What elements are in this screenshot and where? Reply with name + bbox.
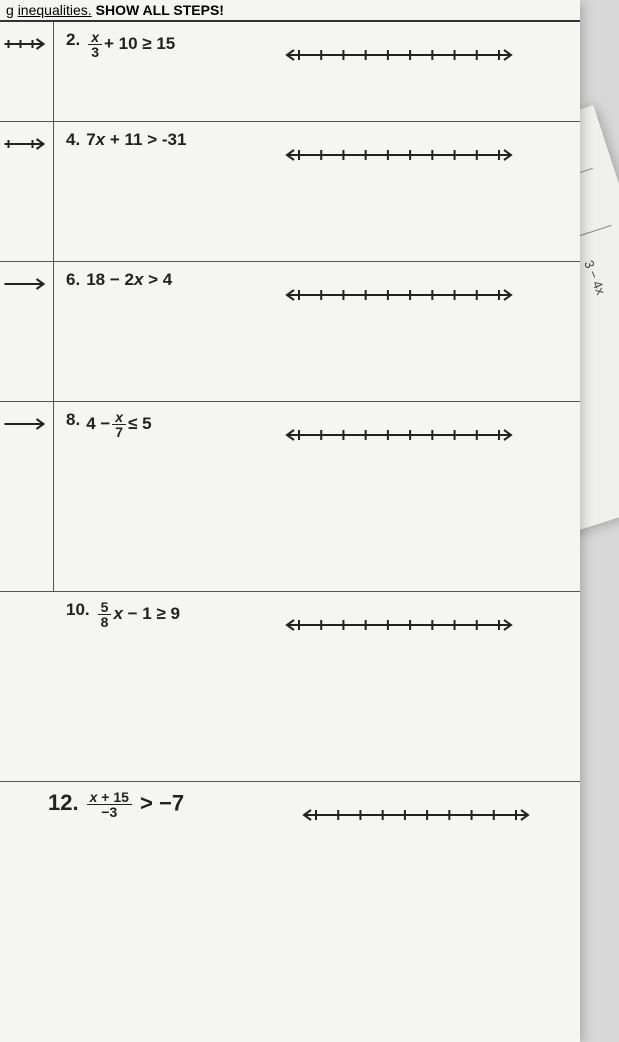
number-line [234,614,564,636]
stub-number-line [2,34,49,59]
number-line [268,804,564,826]
problem-expression: 18 − 2x > 4 [86,270,172,290]
number-line [234,284,564,306]
number-line-wrap [234,410,570,451]
stub-number-line [2,414,49,439]
page-header: g inequalities. SHOW ALL STEPS! [0,0,580,22]
problem-expression: 58x − 1 ≥ 9 [96,600,180,629]
problem-number: 2. [66,30,80,50]
problem: 2. x3+ 10 ≥ 15 [66,30,216,59]
problem-number: 10. [66,600,90,620]
number-line-wrap [268,790,570,831]
problem-expression: 7x + 11 > -31 [86,130,186,150]
worksheet-page: g inequalities. SHOW ALL STEPS! 2. x3+ 10… [0,0,580,1042]
problem-cell: 2. x3+ 10 ≥ 15 [54,22,580,121]
number-line-wrap [234,130,570,171]
problem-number: 12. [48,790,79,816]
problem-row: 4. 7x + 11 > -31 [0,122,580,262]
problem-row: 2. x3+ 10 ≥ 15 [0,22,580,122]
problem-grid: 2. x3+ 10 ≥ 15 4. 7x + 11 > -31 6. 18 − 2x > … [0,22,580,782]
problem-expression: x3+ 10 ≥ 15 [86,30,175,59]
number-line [234,424,564,446]
problem-row: 8. 4 −x7≤ 5 [0,402,580,592]
problem: 10. 58x − 1 ≥ 9 [66,600,216,629]
number-line-wrap [234,30,570,71]
problem-number: 6. [66,270,80,290]
side-page-text: 3 − 4x [581,258,608,297]
problem-cell: 6. 18 − 2x > 4 [54,262,580,401]
problem-expression: x + 15−3 > −7 [85,790,184,819]
number-line-wrap [234,270,570,311]
problem-cell: 4. 7x + 11 > -31 [54,122,580,261]
left-stub [0,22,54,121]
problem-12: 12. x + 15−3 > −7 [48,790,218,819]
problem-number: 8. [66,410,80,430]
stub-number-line [2,274,49,299]
number-line [234,44,564,66]
problem-row: 6. 18 − 2x > 4 [0,262,580,402]
problem-expression: 4 −x7≤ 5 [86,410,151,439]
problem-row-last: 12. x + 15−3 > −7 [0,782,580,839]
number-line-wrap [234,600,570,641]
left-stub [0,122,54,261]
problem: 8. 4 −x7≤ 5 [66,410,216,439]
problem-number: 4. [66,130,80,150]
left-stub-empty [0,592,54,781]
header-prefix: g [6,2,14,18]
problem: 6. 18 − 2x > 4 [66,270,216,290]
left-stub [0,402,54,591]
problem-cell: 8. 4 −x7≤ 5 [54,402,580,591]
problem-row: 10. 58x − 1 ≥ 9 [0,592,580,782]
problem: 4. 7x + 11 > -31 [66,130,216,150]
left-stub [0,262,54,401]
stub-number-line [2,134,49,159]
number-line [234,144,564,166]
header-bold: SHOW ALL STEPS! [96,2,224,18]
problem-cell: 10. 58x − 1 ≥ 9 [54,592,580,781]
header-underlined: inequalities. [18,2,92,18]
